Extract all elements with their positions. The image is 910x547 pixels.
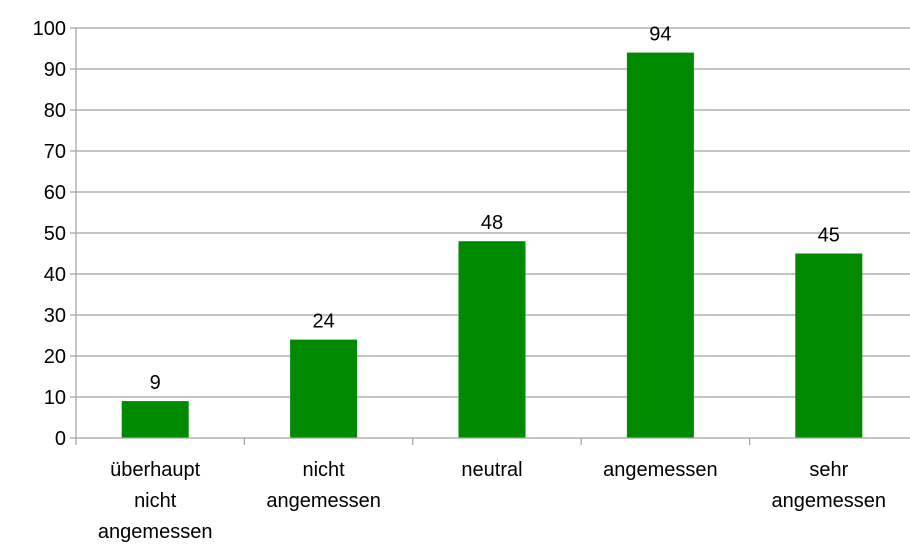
bar bbox=[626, 52, 694, 438]
data-label: 94 bbox=[649, 24, 671, 46]
data-label: 9 bbox=[150, 372, 161, 394]
data-label: 45 bbox=[818, 225, 840, 247]
y-tick-label: 100 bbox=[33, 18, 66, 40]
x-tick-label: nicht bbox=[302, 459, 345, 481]
x-tick-label: neutral bbox=[461, 459, 522, 481]
data-label: 48 bbox=[481, 212, 503, 234]
x-tick-label: überhaupt bbox=[110, 459, 201, 481]
bars bbox=[121, 52, 863, 438]
bar bbox=[795, 253, 863, 438]
x-tick-label: angemessen bbox=[98, 521, 213, 543]
x-tick-label: angemessen bbox=[772, 490, 887, 512]
x-tick-label: nicht bbox=[134, 490, 177, 512]
y-axis-ticks: 0 10 20 30 40 50 60 70 80 90 100 bbox=[33, 18, 76, 450]
y-tick-label: 90 bbox=[44, 59, 66, 81]
bar bbox=[121, 401, 189, 438]
x-tick-label: angemessen bbox=[266, 490, 381, 512]
y-tick-label: 20 bbox=[44, 346, 66, 368]
axes bbox=[75, 28, 910, 445]
y-tick-label: 70 bbox=[44, 141, 66, 163]
data-label: 24 bbox=[312, 311, 334, 333]
y-tick-label: 80 bbox=[44, 100, 66, 122]
y-tick-label: 40 bbox=[44, 264, 66, 286]
y-tick-label: 50 bbox=[44, 223, 66, 245]
y-tick-label: 60 bbox=[44, 182, 66, 204]
y-tick-label: 30 bbox=[44, 305, 66, 327]
x-tick-label: angemessen bbox=[603, 459, 718, 481]
y-tick-label: 0 bbox=[55, 428, 66, 450]
data-labels: 9 24 48 94 45 bbox=[150, 24, 840, 395]
bar bbox=[290, 339, 358, 438]
x-tick-label: sehr bbox=[809, 459, 848, 481]
y-tick-label: 10 bbox=[44, 387, 66, 409]
gridlines bbox=[76, 27, 910, 398]
bar bbox=[458, 241, 526, 438]
x-axis-labels: überhaupt nicht angemessen nicht angemessen n… bbox=[98, 459, 886, 543]
